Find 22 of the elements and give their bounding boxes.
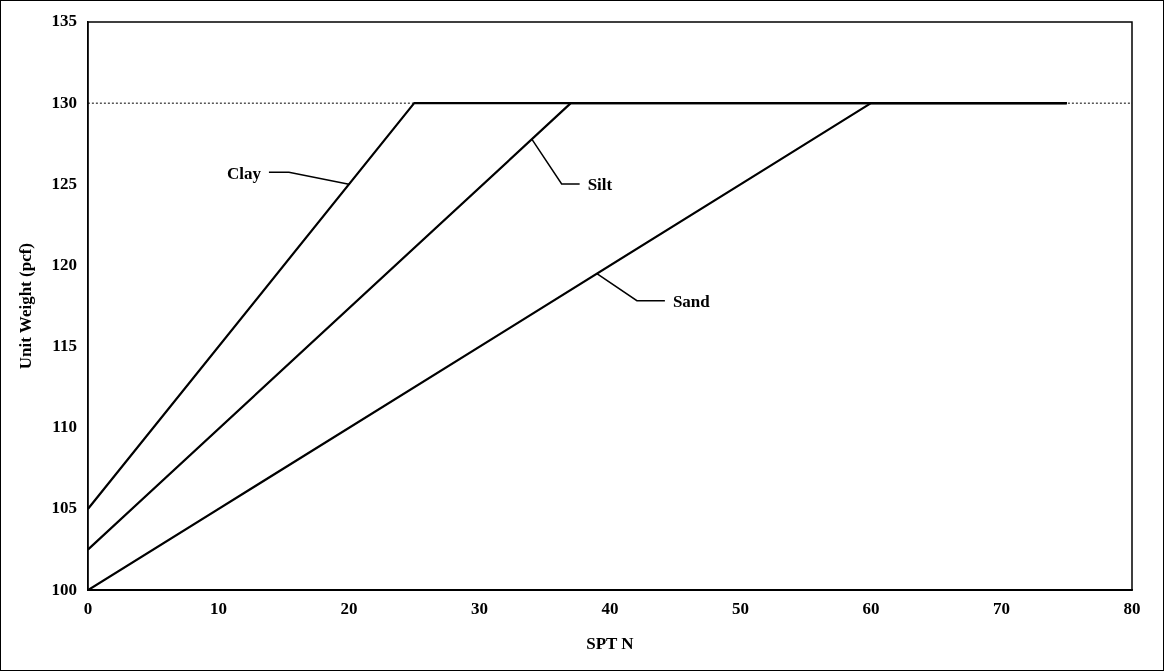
- x-axis-title: SPT N: [586, 634, 635, 654]
- y-tick-label: 135: [51, 11, 77, 31]
- y-tick-label: 105: [51, 498, 77, 518]
- y-tick-label: 115: [52, 336, 77, 356]
- annotation: Clay: [226, 163, 262, 183]
- y-tick-label: 130: [51, 92, 77, 112]
- y-tick-label: 100: [51, 579, 77, 599]
- x-tick-label: 80: [1123, 598, 1141, 618]
- x-tick-label: 30: [470, 598, 488, 618]
- x-tick-label: 10: [209, 598, 227, 618]
- x-tick-label: 20: [340, 598, 358, 618]
- y-tick-label: 125: [51, 173, 77, 193]
- annotation: Sand: [672, 292, 711, 312]
- y-tick-label: 120: [51, 254, 77, 274]
- x-tick-label: 0: [83, 598, 93, 618]
- y-tick-label: 110: [52, 417, 77, 437]
- x-tick-label: 70: [992, 598, 1010, 618]
- y-axis-title: Unit Weight (pcf): [15, 242, 35, 370]
- x-tick-label: 40: [601, 598, 619, 618]
- x-tick-label: 50: [731, 598, 749, 618]
- x-tick-label: 60: [862, 598, 880, 618]
- annotation: Silt: [587, 175, 613, 195]
